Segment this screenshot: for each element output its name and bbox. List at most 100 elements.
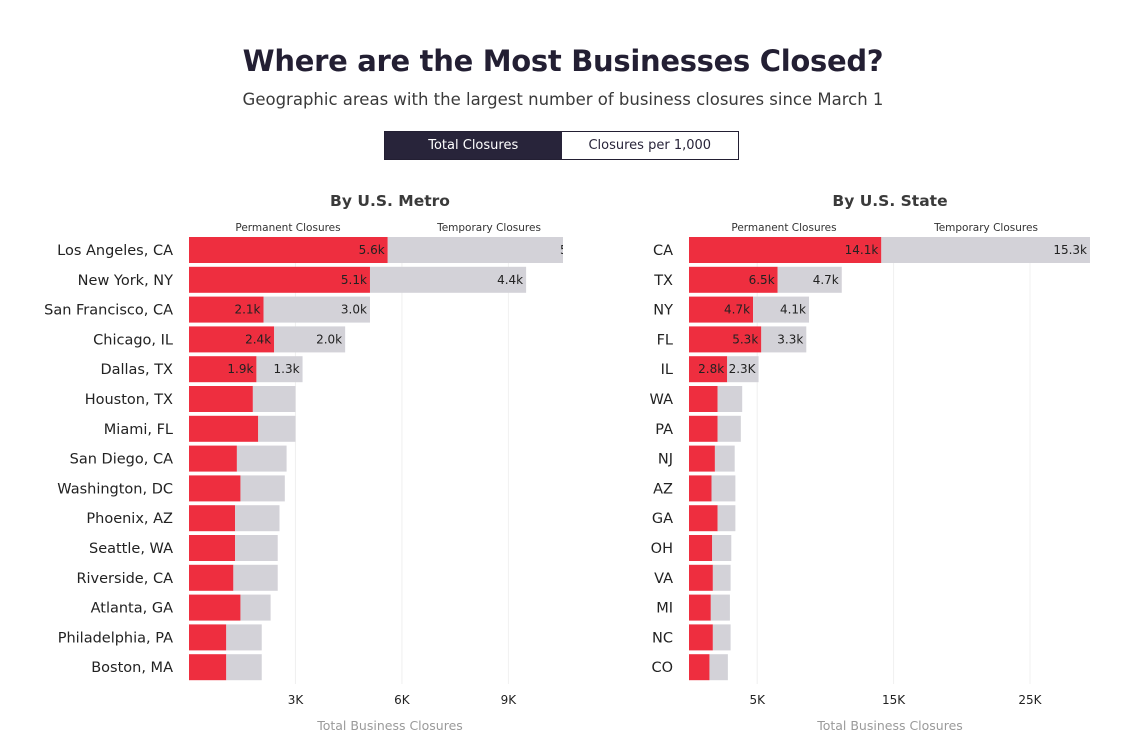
state-bar-permanent: [689, 654, 710, 681]
state-value-label-temporary: 2.3K: [729, 362, 757, 376]
metro-bar-temporary: [235, 505, 280, 532]
metro-x-tick-label: 3K: [288, 693, 305, 707]
state-bar-temporary: [717, 386, 743, 412]
metric-toggle: Total Closures Closures per 1,000: [384, 131, 739, 160]
metro-x-tick-label: 6K: [394, 693, 411, 707]
state-bar-permanent: [689, 266, 778, 293]
metro-bar-temporary: [252, 386, 296, 412]
metro-bar-permanent: [189, 237, 388, 263]
metro-category-label: Washington, DC: [57, 481, 173, 497]
metro-x-axis-title: Total Business Closures: [316, 718, 463, 733]
metro-category-label: Chicago, IL: [93, 332, 173, 348]
state-value-label-permanent: 2.8k: [698, 362, 724, 376]
state-category-label: AZ: [653, 481, 673, 497]
state-bar-permanent: [689, 624, 713, 651]
metro-value-label-temporary: 5.7K: [560, 243, 563, 257]
metro-category-label: Seattle, WA: [89, 541, 173, 557]
metro-bar-temporary: [235, 535, 278, 561]
state-bar-temporary: [711, 475, 736, 502]
metro-bar-permanent: [189, 475, 241, 502]
metro-bar-temporary: [226, 654, 262, 681]
metro-category-label: Miami, FL: [104, 422, 173, 438]
metro-bar-temporary: [233, 564, 278, 591]
metro-bar-temporary: [256, 356, 303, 383]
state-bar-temporary: [712, 535, 732, 561]
state-legend-temporary: Temporary Closures: [933, 222, 1038, 234]
metro-chart: By U.S. Metro Permanent Closures Temporary…: [44, 192, 563, 733]
state-bar-permanent: [689, 356, 728, 383]
metro-category-label: San Francisco, CA: [44, 303, 173, 319]
state-bar-permanent: [689, 415, 718, 442]
state-bar-permanent: [689, 386, 718, 412]
metro-bar-temporary: [226, 624, 262, 651]
state-category-label: GA: [652, 511, 673, 527]
metro-category-label: New York, NY: [78, 273, 173, 289]
state-bar-permanent: [689, 326, 762, 353]
metro-category-label: Atlanta, GA: [91, 601, 173, 617]
metro-bar-temporary: [258, 415, 296, 442]
metro-bar-permanent: [189, 266, 370, 293]
metro-bar-temporary: [263, 296, 370, 323]
metro-category-label: Philadelphia, PA: [58, 630, 173, 646]
metro-category-label: Houston, TX: [85, 392, 173, 408]
state-bar-permanent: [689, 237, 882, 263]
metro-bar-permanent: [189, 624, 227, 651]
metro-value-label-permanent: 2.4k: [245, 332, 271, 346]
metro-bar-permanent: [189, 654, 227, 681]
state-bar-permanent: [689, 505, 718, 532]
metro-bar-permanent: [189, 386, 253, 412]
closures-per-1000-button[interactable]: Closures per 1,000: [561, 132, 738, 159]
metro-bar-permanent: [189, 594, 241, 621]
state-bar-temporary: [714, 445, 735, 472]
state-bar-temporary: [712, 624, 731, 651]
metro-value-label-temporary: 3.0k: [341, 303, 367, 317]
metro-value-label-temporary: 2.0k: [316, 332, 342, 346]
state-category-label: VA: [654, 571, 673, 587]
state-value-label-temporary: 3.3k: [777, 332, 803, 346]
state-category-label: OH: [651, 541, 673, 557]
state-category-label: CA: [653, 243, 673, 259]
metro-bar-temporary: [240, 594, 271, 621]
state-bar-temporary: [881, 237, 1090, 263]
metro-bar-permanent: [189, 564, 234, 591]
state-category-label: NY: [653, 303, 673, 319]
metro-bar-temporary: [387, 237, 563, 263]
page-subtitle: Geographic areas with the largest number…: [242, 90, 884, 109]
state-bar-permanent: [689, 594, 711, 621]
state-category-label: NJ: [658, 452, 673, 468]
state-bar-permanent: [689, 564, 713, 591]
state-value-label-temporary: 4.1k: [780, 303, 806, 317]
state-category-label: MI: [656, 601, 673, 617]
state-value-label-permanent: 14.1k: [845, 243, 879, 257]
metro-value-label-permanent: 5.6k: [359, 243, 385, 257]
state-value-label-permanent: 5.3k: [732, 332, 758, 346]
metro-x-tick-label: 9K: [501, 693, 518, 707]
metro-category-label: Los Angeles, CA: [57, 243, 173, 259]
state-category-label: FL: [657, 332, 673, 348]
state-value-label-permanent: 4.7k: [724, 303, 750, 317]
state-category-label: WA: [650, 392, 674, 408]
metro-bar-permanent: [189, 356, 257, 383]
metro-category-label: Boston, MA: [91, 660, 173, 676]
state-value-label-temporary: 15.3k: [1053, 243, 1087, 257]
state-chart: By U.S. State Permanent Closures Temporary…: [650, 192, 1090, 733]
page-title: Where are the Most Businesses Closed?: [242, 44, 884, 78]
state-category-label: IL: [661, 362, 673, 378]
metro-legend-permanent: Permanent Closures: [235, 222, 340, 234]
metro-bar-temporary: [369, 266, 527, 293]
state-category-label: CO: [651, 660, 673, 676]
state-x-tick-label: 25K: [1018, 693, 1042, 707]
metro-category-label: Phoenix, AZ: [86, 511, 173, 527]
metro-value-label-permanent: 1.9k: [227, 362, 253, 376]
state-x-axis-title: Total Business Closures: [816, 718, 963, 733]
state-bar-temporary: [709, 654, 728, 681]
state-category-label: PA: [655, 422, 673, 438]
metro-bar-temporary: [240, 475, 285, 502]
metro-value-label-permanent: 5.1k: [341, 273, 367, 287]
total-closures-button[interactable]: Total Closures: [385, 132, 562, 159]
state-bar-temporary: [777, 266, 842, 293]
metro-category-label: San Diego, CA: [70, 452, 173, 468]
state-bar-permanent: [689, 535, 713, 561]
metro-value-label-permanent: 2.1k: [234, 303, 260, 317]
metro-legend-temporary: Temporary Closures: [436, 222, 541, 234]
